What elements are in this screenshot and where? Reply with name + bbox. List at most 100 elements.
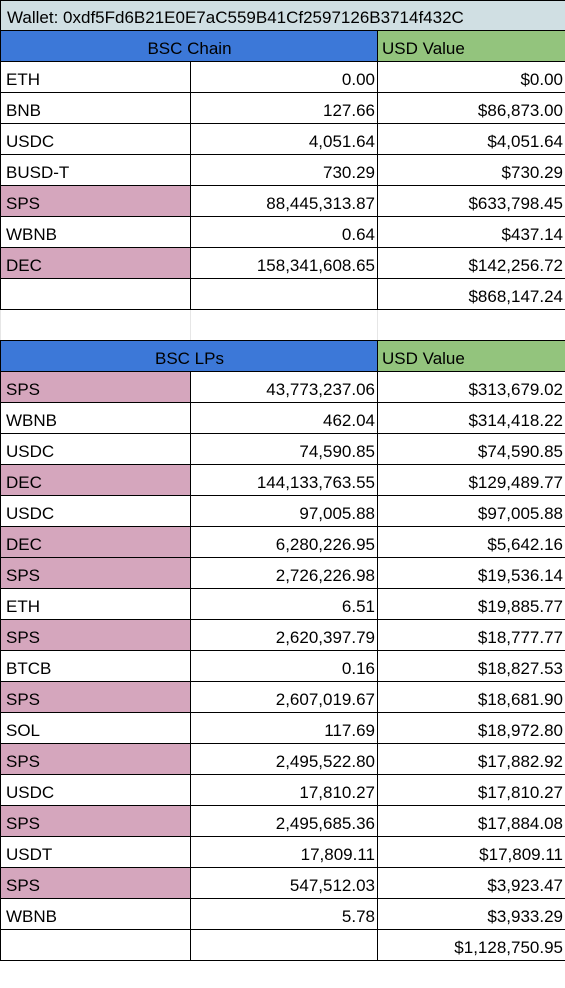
token-cell[interactable]: USDC <box>0 433 191 465</box>
amount-cell[interactable]: 88,445,313.87 <box>190 185 378 217</box>
chain-usd-header-cell[interactable]: USD Value <box>377 30 565 62</box>
lps-header-cell[interactable]: BSC LPs <box>0 340 378 372</box>
lps-row: SOL 117.69 $18,972.80 <box>0 712 565 744</box>
usd-value-cell[interactable]: $313,679.02 <box>377 371 565 403</box>
token-cell[interactable]: DEC <box>0 464 191 496</box>
amount-cell[interactable]: 158,341,608.65 <box>190 247 378 279</box>
usd-value-cell[interactable]: $4,051.64 <box>377 123 565 155</box>
lps-row: SPS 2,495,685.36 $17,884.08 <box>0 805 565 837</box>
lps-row: USDC 97,005.88 $97,005.88 <box>0 495 565 527</box>
usd-value-cell[interactable]: $0.00 <box>377 61 565 93</box>
amount-cell[interactable]: 2,620,397.79 <box>190 619 378 651</box>
amount-cell[interactable]: 117.69 <box>190 712 378 744</box>
token-cell[interactable]: SPS <box>0 805 191 837</box>
amount-cell[interactable]: 74,590.85 <box>190 433 378 465</box>
token-cell[interactable]: WBNB <box>0 216 191 248</box>
chain-row: BUSD-T 730.29 $730.29 <box>0 154 565 186</box>
amount-cell[interactable]: 0.00 <box>190 61 378 93</box>
amount-cell[interactable]: 462.04 <box>190 402 378 434</box>
empty-cell[interactable] <box>0 309 191 341</box>
chain-row: USDC 4,051.64 $4,051.64 <box>0 123 565 155</box>
token-cell[interactable]: SPS <box>0 867 191 899</box>
amount-cell[interactable]: 730.29 <box>190 154 378 186</box>
token-cell[interactable]: WBNB <box>0 898 191 930</box>
token-cell[interactable]: DEC <box>0 247 191 279</box>
usd-value-cell[interactable]: $74,590.85 <box>377 433 565 465</box>
token-cell[interactable]: DEC <box>0 526 191 558</box>
token-cell[interactable]: USDT <box>0 836 191 868</box>
usd-value-cell[interactable]: $17,809.11 <box>377 836 565 868</box>
wallet-address-cell[interactable]: Wallet: 0xdf5Fd6B21E0E7aC559B41Cf2597126… <box>0 0 565 31</box>
usd-value-cell[interactable]: $3,923.47 <box>377 867 565 899</box>
empty-cell[interactable] <box>190 278 378 310</box>
token-cell[interactable]: SPS <box>0 371 191 403</box>
usd-value-cell[interactable]: $18,777.77 <box>377 619 565 651</box>
amount-cell[interactable]: 547,512.03 <box>190 867 378 899</box>
usd-value-cell[interactable]: $314,418.22 <box>377 402 565 434</box>
token-cell[interactable]: SPS <box>0 185 191 217</box>
amount-cell[interactable]: 2,495,522.80 <box>190 743 378 775</box>
usd-value-cell[interactable]: $18,972.80 <box>377 712 565 744</box>
amount-cell[interactable]: 43,773,237.06 <box>190 371 378 403</box>
empty-cell[interactable] <box>190 309 378 341</box>
usd-value-cell[interactable]: $97,005.88 <box>377 495 565 527</box>
lps-row: WBNB 5.78 $3,933.29 <box>0 898 565 930</box>
lps-row: SPS 2,726,226.98 $19,536.14 <box>0 557 565 589</box>
amount-cell[interactable]: 2,495,685.36 <box>190 805 378 837</box>
amount-cell[interactable]: 17,809.11 <box>190 836 378 868</box>
amount-cell[interactable]: 6.51 <box>190 588 378 620</box>
empty-cell[interactable] <box>190 929 378 961</box>
amount-cell[interactable]: 6,280,226.95 <box>190 526 378 558</box>
token-cell[interactable]: BNB <box>0 92 191 124</box>
empty-cell[interactable] <box>377 309 565 341</box>
token-cell[interactable]: USDC <box>0 495 191 527</box>
usd-value-cell[interactable]: $142,256.72 <box>377 247 565 279</box>
usd-value-cell[interactable]: $86,873.00 <box>377 92 565 124</box>
usd-value-cell[interactable]: $437.14 <box>377 216 565 248</box>
lps-usd-header-cell[interactable]: USD Value <box>377 340 565 372</box>
usd-value-cell[interactable]: $5,642.16 <box>377 526 565 558</box>
usd-value-cell[interactable]: $17,884.08 <box>377 805 565 837</box>
token-cell[interactable]: USDC <box>0 123 191 155</box>
token-cell[interactable]: BTCB <box>0 650 191 682</box>
lps-row: SPS 43,773,237.06 $313,679.02 <box>0 371 565 403</box>
lps-row: DEC 144,133,763.55 $129,489.77 <box>0 464 565 496</box>
token-cell[interactable]: SPS <box>0 743 191 775</box>
empty-cell[interactable] <box>0 278 191 310</box>
usd-value-cell[interactable]: $17,810.27 <box>377 774 565 806</box>
amount-cell[interactable]: 0.64 <box>190 216 378 248</box>
token-cell[interactable]: SPS <box>0 557 191 589</box>
chain-total-cell[interactable]: $868,147.24 <box>377 278 565 310</box>
usd-value-cell[interactable]: $730.29 <box>377 154 565 186</box>
token-cell[interactable]: SPS <box>0 681 191 713</box>
usd-value-cell[interactable]: $17,882.92 <box>377 743 565 775</box>
empty-cell[interactable] <box>0 929 191 961</box>
amount-cell[interactable]: 0.16 <box>190 650 378 682</box>
token-cell[interactable]: SPS <box>0 619 191 651</box>
amount-cell[interactable]: 97,005.88 <box>190 495 378 527</box>
amount-cell[interactable]: 127.66 <box>190 92 378 124</box>
amount-cell[interactable]: 144,133,763.55 <box>190 464 378 496</box>
usd-value-cell[interactable]: $19,536.14 <box>377 557 565 589</box>
usd-value-cell[interactable]: $18,681.90 <box>377 681 565 713</box>
usd-value-cell[interactable]: $19,885.77 <box>377 588 565 620</box>
usd-value-cell[interactable]: $633,798.45 <box>377 185 565 217</box>
usd-value-cell[interactable]: $129,489.77 <box>377 464 565 496</box>
token-cell[interactable]: WBNB <box>0 402 191 434</box>
token-cell[interactable]: ETH <box>0 588 191 620</box>
amount-cell[interactable]: 17,810.27 <box>190 774 378 806</box>
usd-value-cell[interactable]: $3,933.29 <box>377 898 565 930</box>
token-cell[interactable]: SOL <box>0 712 191 744</box>
wallet-row: Wallet: 0xdf5Fd6B21E0E7aC559B41Cf2597126… <box>0 0 565 31</box>
usd-value-cell[interactable]: $18,827.53 <box>377 650 565 682</box>
amount-cell[interactable]: 2,607,019.67 <box>190 681 378 713</box>
lps-row: SPS 547,512.03 $3,923.47 <box>0 867 565 899</box>
token-cell[interactable]: USDC <box>0 774 191 806</box>
chain-header-cell[interactable]: BSC Chain <box>0 30 378 62</box>
lps-total-cell[interactable]: $1,128,750.95 <box>377 929 565 961</box>
token-cell[interactable]: ETH <box>0 61 191 93</box>
amount-cell[interactable]: 4,051.64 <box>190 123 378 155</box>
token-cell[interactable]: BUSD-T <box>0 154 191 186</box>
amount-cell[interactable]: 5.78 <box>190 898 378 930</box>
amount-cell[interactable]: 2,726,226.98 <box>190 557 378 589</box>
